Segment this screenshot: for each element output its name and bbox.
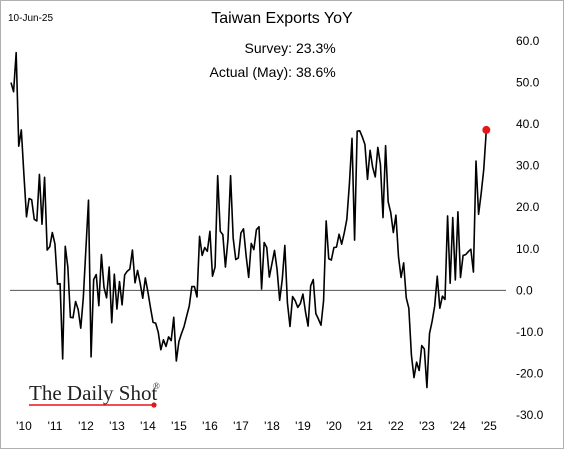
x-axis: '10 '11 '12 '13 '14 '15 '16 '17 '18 '19 '20 '21 '22 '… (16, 419, 497, 433)
annotation-survey-value: 23.3% (296, 40, 336, 56)
brand-dot (151, 402, 157, 408)
x-tick-label: '12 (78, 419, 94, 433)
x-tick-label: '20 (326, 419, 342, 433)
chart-title: Taiwan Exports YoY (211, 10, 353, 27)
x-tick-label: '23 (419, 419, 435, 433)
y-tick-label: -30.0 (516, 408, 544, 422)
x-tick-label: '24 (450, 419, 466, 433)
y-tick-label: 0.0 (516, 283, 533, 297)
x-tick-label: '10 (16, 419, 32, 433)
annotation-block: Survey: 23.3% Actual (May): 38.6% (210, 40, 336, 80)
x-tick-label: '13 (109, 419, 125, 433)
x-tick-label: '14 (140, 419, 156, 433)
y-tick-label: 10.0 (516, 242, 540, 256)
y-axis: 60.0 50.0 40.0 30.0 20.0 10.0 0.0 -10.0 -20.0 -30… (516, 34, 544, 422)
brand-registered-mark: ® (153, 381, 160, 391)
x-tick-label: '18 (264, 419, 280, 433)
x-tick-label: '25 (481, 419, 497, 433)
last-point-marker (482, 125, 491, 134)
series-line (10, 51, 488, 389)
y-tick-label: 60.0 (516, 34, 540, 48)
y-tick-label: -10.0 (516, 325, 544, 339)
y-tick-label: 40.0 (516, 117, 540, 131)
x-tick-label: '16 (202, 419, 218, 433)
x-tick-label: '21 (357, 419, 373, 433)
x-tick-label: '17 (233, 419, 249, 433)
x-tick-label: '11 (48, 419, 63, 433)
date-label: 10-Jun-25 (8, 13, 53, 24)
y-tick-label: -20.0 (516, 366, 544, 380)
x-tick-label: '15 (171, 419, 187, 433)
x-tick-label: '22 (388, 419, 404, 433)
y-tick-label: 50.0 (516, 76, 540, 90)
x-tick-label: '19 (295, 419, 311, 433)
y-tick-label: 20.0 (516, 200, 540, 214)
annotation-actual-value: 38.6% (296, 64, 336, 80)
annotation-survey-label: Survey: (245, 40, 292, 56)
brand-logo: The Daily Shot ® (29, 381, 160, 408)
brand-text: The Daily Shot (29, 381, 157, 405)
annotation-actual-label: Actual (May): (210, 64, 292, 80)
y-tick-label: 30.0 (516, 159, 540, 173)
